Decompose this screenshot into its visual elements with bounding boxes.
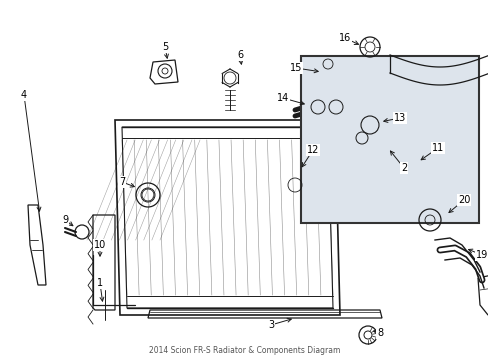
Text: 9: 9 bbox=[62, 215, 68, 225]
Text: 12: 12 bbox=[306, 145, 319, 155]
Text: 3: 3 bbox=[267, 320, 273, 330]
Text: 13: 13 bbox=[393, 113, 406, 123]
Text: 8: 8 bbox=[376, 328, 382, 338]
Ellipse shape bbox=[285, 172, 305, 198]
Ellipse shape bbox=[136, 185, 160, 205]
FancyBboxPatch shape bbox=[300, 56, 478, 223]
Text: 1: 1 bbox=[97, 278, 103, 288]
Text: 10: 10 bbox=[94, 240, 106, 250]
Text: 2: 2 bbox=[400, 163, 407, 173]
Polygon shape bbox=[115, 120, 339, 315]
Text: 14: 14 bbox=[276, 93, 288, 103]
Text: 6: 6 bbox=[237, 50, 243, 60]
Text: 11: 11 bbox=[431, 143, 443, 153]
Text: 19: 19 bbox=[475, 250, 487, 260]
Text: 15: 15 bbox=[289, 63, 302, 73]
Text: 2014 Scion FR-S Radiator & Components Diagram: 2014 Scion FR-S Radiator & Components Di… bbox=[148, 346, 340, 355]
Text: 7: 7 bbox=[119, 177, 125, 187]
Text: 4: 4 bbox=[21, 90, 27, 100]
Text: 20: 20 bbox=[457, 195, 469, 205]
Text: 5: 5 bbox=[162, 42, 168, 52]
Text: 16: 16 bbox=[338, 33, 350, 43]
